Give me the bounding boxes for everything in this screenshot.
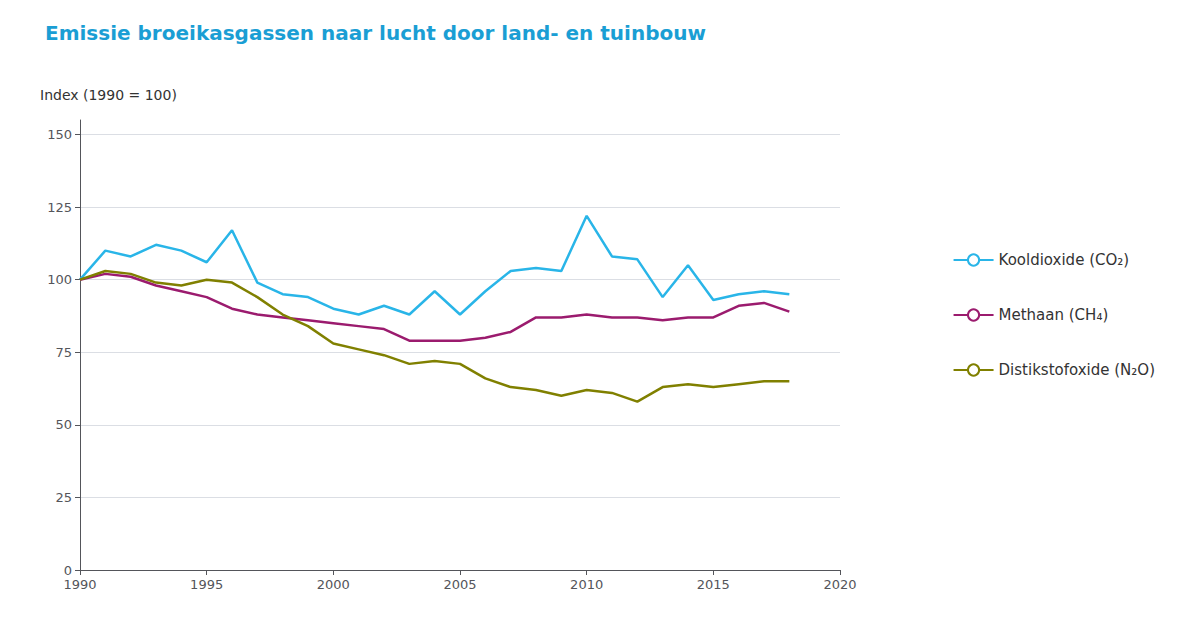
svg-text:75: 75 — [55, 345, 72, 360]
svg-text:150: 150 — [47, 127, 72, 142]
svg-text:125: 125 — [47, 200, 72, 215]
svg-text:2015: 2015 — [697, 577, 730, 592]
svg-text:1995: 1995 — [190, 577, 223, 592]
svg-text:100: 100 — [47, 272, 72, 287]
svg-text:25: 25 — [55, 490, 72, 505]
svg-text:2000: 2000 — [317, 577, 350, 592]
svg-text:Emissie broeikasgassen naar lu: Emissie broeikasgassen naar lucht door l… — [45, 21, 706, 45]
svg-text:Distikstofoxide (N₂O): Distikstofoxide (N₂O) — [999, 361, 1155, 379]
svg-text:2010: 2010 — [570, 577, 603, 592]
svg-text:Methaan (CH₄): Methaan (CH₄) — [999, 306, 1109, 324]
svg-text:1990: 1990 — [63, 577, 96, 592]
svg-text:0: 0 — [64, 563, 72, 578]
svg-text:50: 50 — [55, 417, 72, 432]
svg-text:2020: 2020 — [823, 577, 856, 592]
svg-text:Index (1990 = 100): Index (1990 = 100) — [40, 87, 177, 103]
svg-text:Kooldioxide (CO₂): Kooldioxide (CO₂) — [999, 251, 1130, 269]
svg-text:2005: 2005 — [443, 577, 476, 592]
